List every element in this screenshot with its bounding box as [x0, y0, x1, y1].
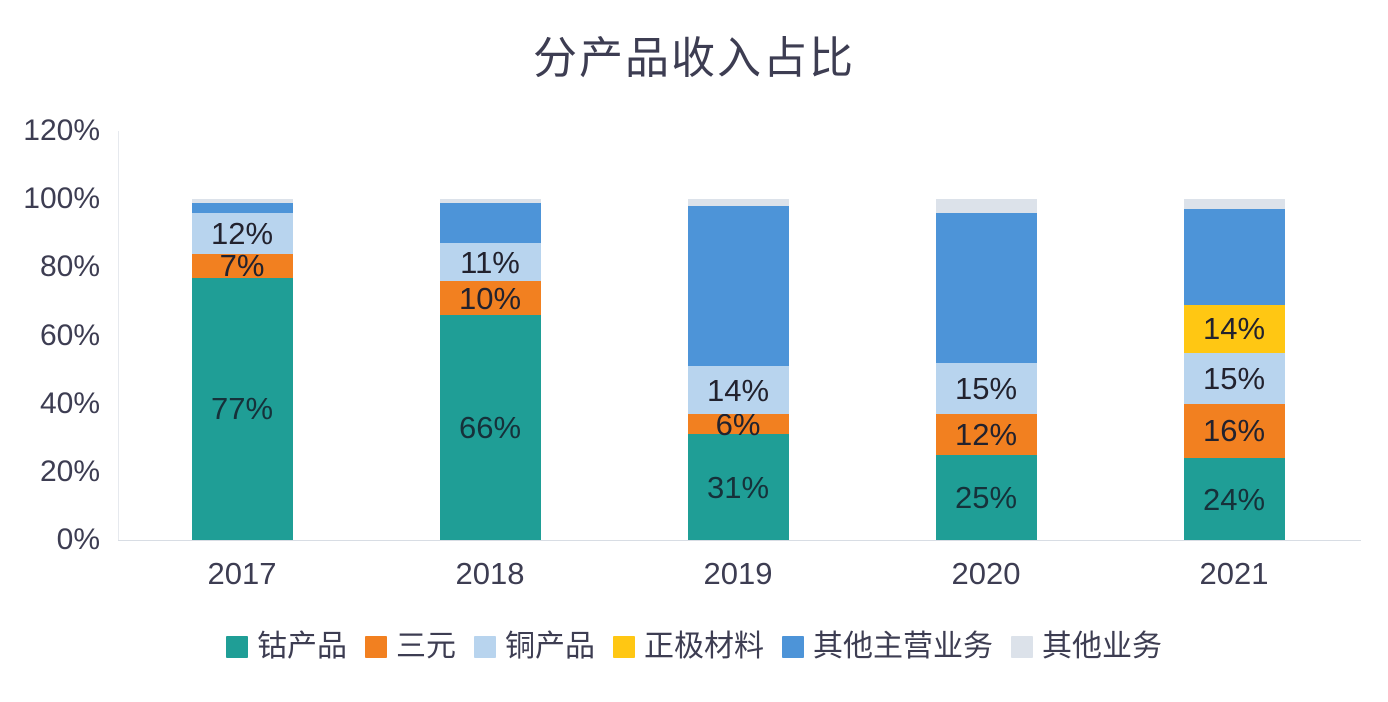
legend-item-label: 三元 — [396, 630, 456, 663]
y-axis-tick-80: 80% — [39, 250, 100, 284]
legend-item-label: 铜产品 — [505, 630, 595, 663]
bar-segment-value-label: 12% — [210, 215, 274, 251]
x-axis-tick-2017: 2017 — [207, 556, 277, 591]
y-axis-line — [118, 131, 119, 541]
x-axis-tick-2021: 2021 — [1199, 556, 1269, 591]
legend-item-label: 其他主营业务 — [813, 630, 993, 663]
legend-item-label: 正极材料 — [644, 630, 764, 663]
bar-segment-value-label: 31% — [706, 469, 770, 505]
x-axis-tick-2019: 2019 — [703, 556, 773, 591]
bar-segment-value-label: 16% — [1202, 413, 1266, 449]
bar-segment-钴产品-2017[interactable]: 77% — [191, 277, 293, 540]
bar-segment-value-label: 24% — [1202, 481, 1266, 517]
legend-swatch-icon — [613, 636, 635, 658]
bar-segment-其他主营业务-2017[interactable] — [191, 202, 293, 213]
bar-segment-正极材料-2021[interactable]: 14% — [1183, 304, 1285, 353]
x-axis-line — [118, 540, 1361, 541]
bar-segment-钴产品-2018[interactable]: 66% — [439, 315, 541, 540]
legend-item-其他主营业务[interactable]: 其他主营业务 — [782, 632, 993, 662]
legend-item-正极材料[interactable]: 正极材料 — [613, 632, 764, 662]
x-axis-tick-2018: 2018 — [455, 556, 525, 591]
legend-swatch-icon — [226, 636, 248, 658]
bar-group-2017[interactable]: 77% 7% 12% — [191, 131, 293, 540]
bar-segment-钴产品-2020[interactable]: 25% — [935, 454, 1037, 540]
y-axis-tick-40: 40% — [39, 386, 100, 420]
bar-segment-其他业务-2019[interactable] — [687, 199, 789, 206]
bar-segment-其他主营业务-2019[interactable] — [687, 206, 789, 367]
bar-segment-value-label: 12% — [954, 416, 1018, 452]
bar-segment-铜产品-2020[interactable]: 15% — [935, 362, 1037, 414]
bar-segment-铜产品-2018[interactable]: 11% — [439, 243, 541, 281]
y-axis-tick-100: 100% — [23, 182, 100, 216]
stacked-bar[interactable]: 24% 16% 15% 14% — [1183, 199, 1285, 540]
bar-segment-铜产品-2021[interactable]: 15% — [1183, 352, 1285, 404]
legend-item-label: 其他业务 — [1042, 630, 1162, 663]
bar-segment-value-label: 25% — [954, 479, 1018, 515]
stacked-bar[interactable]: 25% 12% 15% — [935, 199, 1037, 540]
stacked-bar[interactable]: 66% 10% 11% — [439, 199, 541, 540]
bar-segment-value-label: 15% — [1202, 360, 1266, 396]
legend-item-铜产品[interactable]: 铜产品 — [474, 632, 595, 662]
bar-series-container: 77% 7% 12% 66% 10% 11% 31% 6% 14% 25% 12% 15% 24% 16%… — [118, 131, 1358, 540]
bar-segment-其他主营业务-2021[interactable] — [1183, 209, 1285, 305]
y-axis-tick-120: 120% — [23, 114, 100, 147]
bar-segment-钴产品-2019[interactable]: 31% — [687, 434, 789, 540]
legend-swatch-icon — [1011, 636, 1033, 658]
legend-swatch-icon — [782, 636, 804, 658]
bar-segment-value-label: 77% — [210, 391, 274, 427]
bar-group-2020[interactable]: 25% 12% 15% — [935, 131, 1037, 540]
bar-segment-value-label: 10% — [458, 280, 522, 316]
y-axis-tick-0: 0% — [56, 523, 100, 556]
bar-segment-三元-2017[interactable]: 7% — [191, 250, 293, 281]
bar-segment-value-label: 66% — [458, 410, 522, 446]
y-axis-tick-20: 20% — [39, 454, 100, 488]
legend-item-其他业务[interactable]: 其他业务 — [1011, 632, 1162, 662]
bar-segment-value-label: 7% — [219, 248, 265, 284]
chart-legend: 钴产品 三元 铜产品 正极材料 其他主营业务 其他业务 — [0, 632, 1388, 662]
bar-segment-铜产品-2019[interactable]: 14% — [687, 366, 789, 414]
x-axis-tick-2020: 2020 — [951, 556, 1021, 591]
stacked-bar[interactable]: 77% 7% 12% — [191, 199, 293, 540]
bar-segment-其他主营业务-2018[interactable] — [439, 202, 541, 244]
bar-segment-三元-2021[interactable]: 16% — [1183, 403, 1285, 459]
y-axis-tick-60: 60% — [39, 318, 100, 352]
bar-segment-value-label: 14% — [1202, 311, 1266, 347]
stacked-bar[interactable]: 31% 6% 14% — [687, 199, 789, 540]
plot-area: 77% 7% 12% 66% 10% 11% 31% 6% 14% 25% 12% 15% 24% 16%… — [118, 131, 1358, 540]
bar-segment-其他业务-2020[interactable] — [935, 199, 1037, 213]
bar-segment-其他业务-2017[interactable] — [191, 199, 293, 203]
bar-segment-value-label: 15% — [954, 370, 1018, 406]
bar-segment-钴产品-2021[interactable]: 24% — [1183, 458, 1285, 540]
bar-group-2018[interactable]: 66% 10% 11% — [439, 131, 541, 540]
legend-swatch-icon — [365, 636, 387, 658]
bar-segment-三元-2018[interactable]: 10% — [439, 280, 541, 316]
bar-segment-其他业务-2021[interactable] — [1183, 199, 1285, 210]
bar-segment-三元-2019[interactable]: 6% — [687, 409, 789, 440]
bar-segment-铜产品-2017[interactable]: 12% — [191, 212, 293, 254]
legend-item-三元[interactable]: 三元 — [365, 632, 456, 662]
bar-segment-value-label: 11% — [460, 244, 520, 280]
bar-group-2019[interactable]: 31% 6% 14% — [687, 131, 789, 540]
legend-item-钴产品[interactable]: 钴产品 — [226, 632, 347, 662]
legend-item-label: 钴产品 — [257, 630, 347, 663]
chart-title: 分产品收入占比 — [533, 34, 855, 83]
bar-segment-三元-2020[interactable]: 12% — [935, 413, 1037, 455]
legend-swatch-icon — [474, 636, 496, 658]
bar-segment-其他业务-2018[interactable] — [439, 199, 541, 203]
bar-segment-其他主营业务-2020[interactable] — [935, 212, 1037, 363]
bar-group-2021[interactable]: 24% 16% 15% 14% — [1183, 131, 1285, 540]
bar-segment-value-label: 14% — [706, 372, 770, 408]
